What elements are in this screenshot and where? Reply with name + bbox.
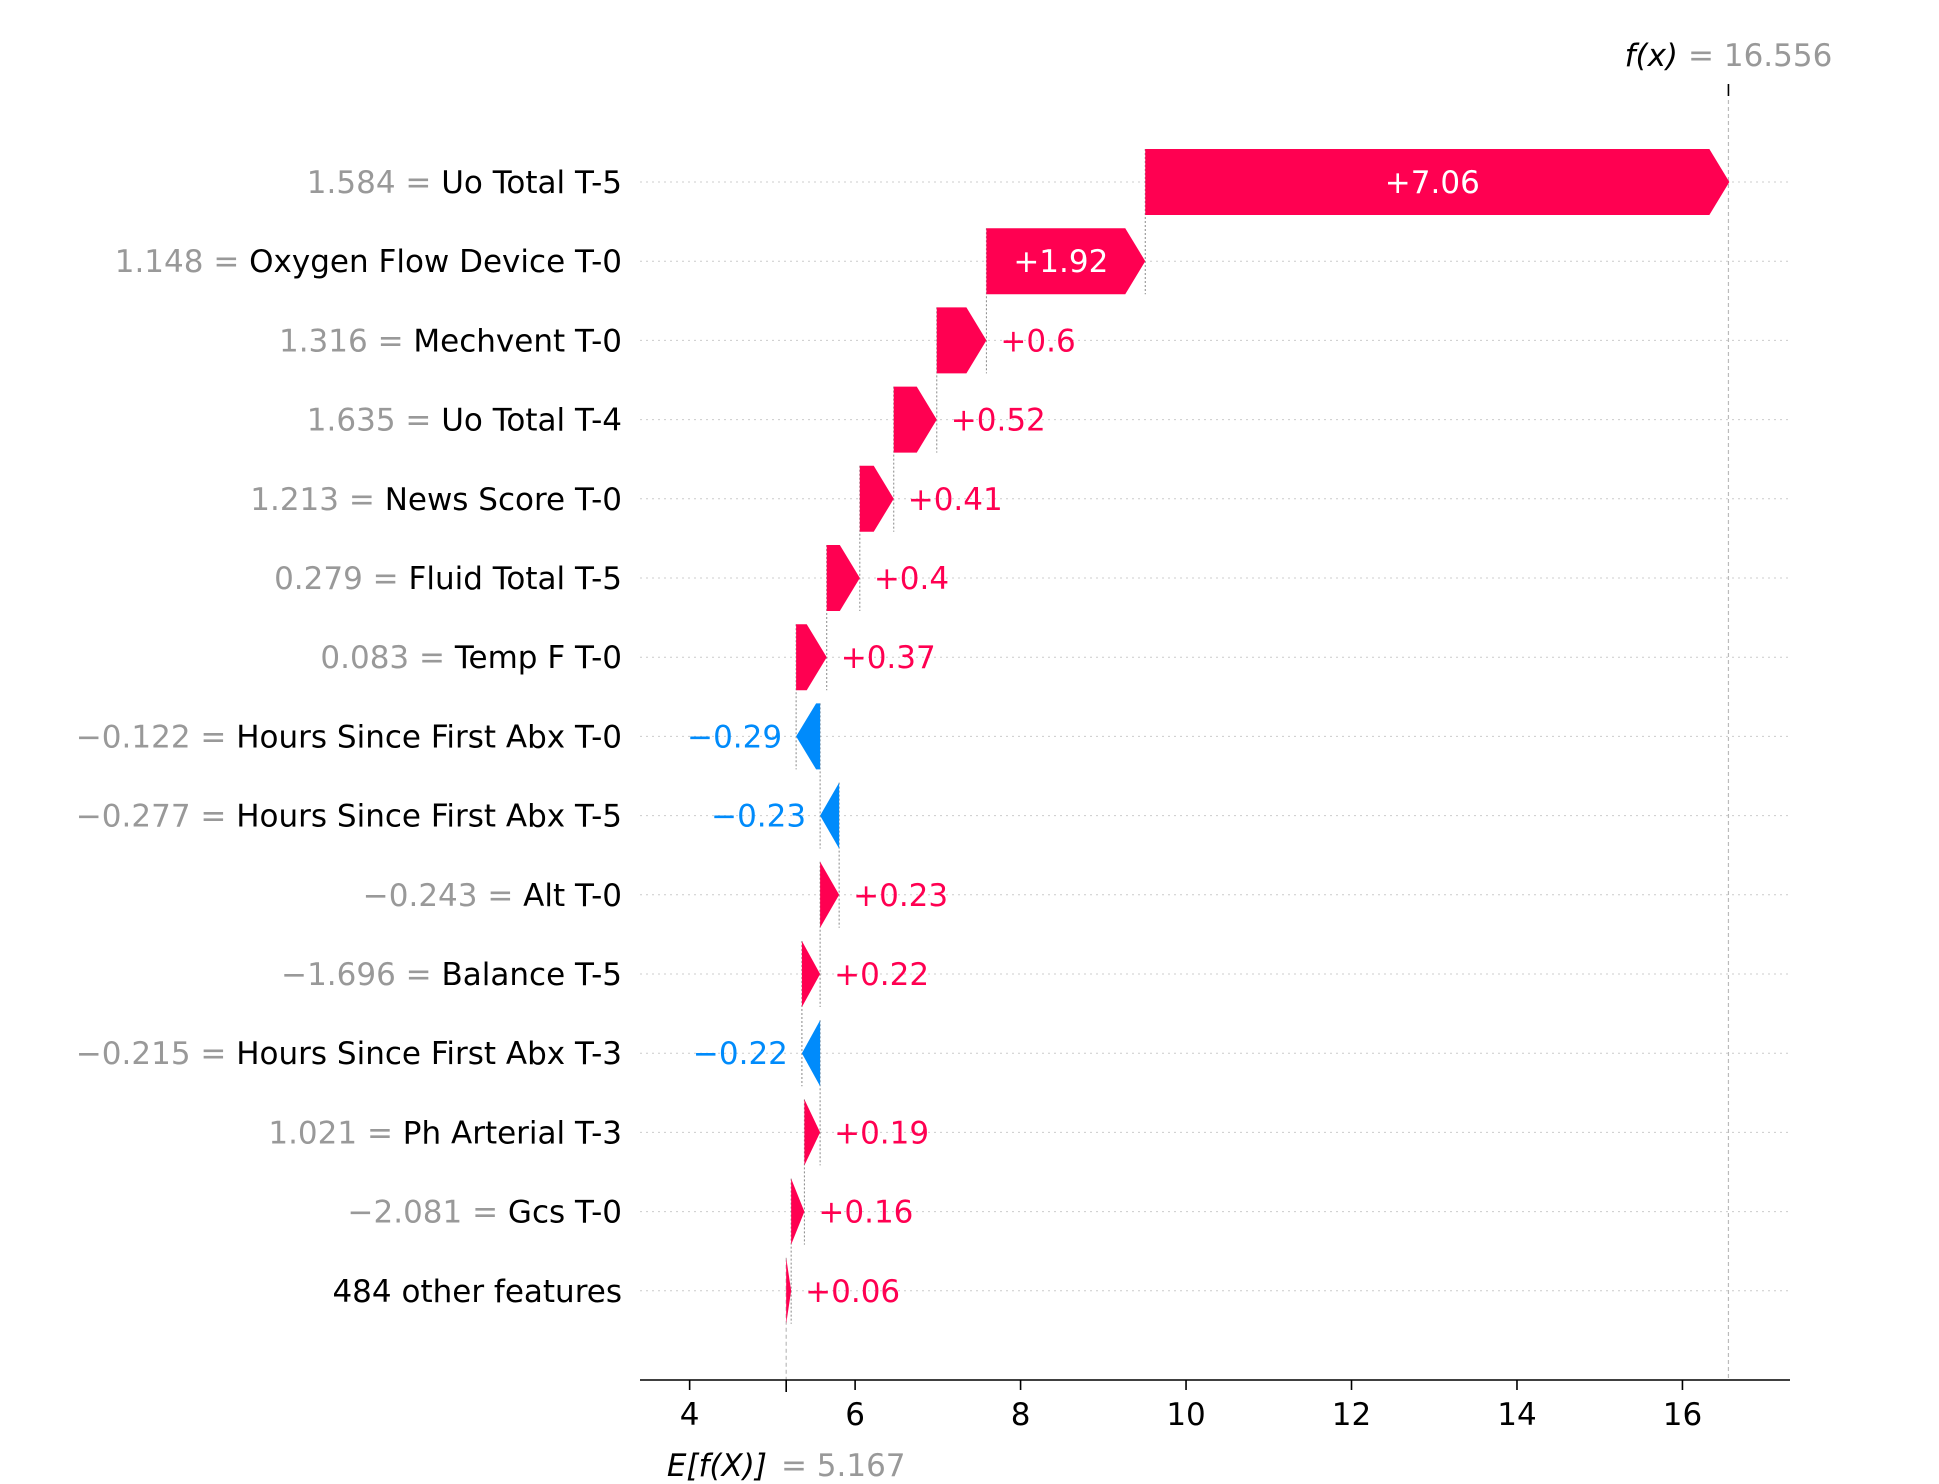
feature-value: 1.584 = [307,165,441,201]
contribution-bar [936,307,987,374]
contribution-label: +1.92 [1013,244,1108,280]
feature-label: −2.081 = Gcs T-0 [348,1195,622,1231]
feature-value: 1.148 = [115,244,249,280]
feature-value: −0.215 = [76,1036,236,1072]
contribution-label: +7.06 [1385,165,1480,201]
output-value-label: f(x) = 16.556 [1625,38,1833,74]
contribution-bar [796,703,821,770]
contribution-label: +0.19 [834,1115,929,1151]
x-tick-label: 8 [1011,1397,1031,1433]
feature-label: 1.316 = Mechvent T-0 [279,323,622,359]
contribution-label: +0.16 [818,1195,913,1231]
x-tick-label: 4 [680,1397,700,1433]
x-tick-label: 12 [1332,1397,1371,1433]
feature-name: Temp F T-0 [454,640,622,676]
feature-label: 0.279 = Fluid Total T-5 [274,561,622,597]
contribution-bar [986,228,1146,295]
contribution-label: +0.4 [874,561,949,597]
feature-value: 0.083 = [320,640,454,676]
contribution-label: +0.37 [841,640,936,676]
contribution-bars [786,149,1730,1324]
feature-name: Hours Since First Abx T-5 [236,799,622,835]
base-value-annotation: E[f(X)] = 5.167 [667,1380,906,1484]
feature-label: −0.122 = Hours Since First Abx T-0 [76,719,622,755]
feature-label: 1.584 = Uo Total T-5 [307,165,622,201]
feature-label: −1.696 = Balance T-5 [281,957,622,993]
contribution-bar [859,465,894,532]
feature-name: Mechvent T-0 [413,323,622,359]
contribution-label: +0.06 [805,1274,900,1310]
contribution-label: +0.23 [853,878,948,914]
contribution-label: +0.22 [834,957,929,993]
feature-name: Ph Arterial T-3 [403,1115,622,1151]
feature-name: Alt T-0 [523,878,622,914]
x-axis: 4 6 8 10 12 14 16 [640,1379,1790,1433]
contribution-bar [786,1257,792,1324]
feature-value: −0.122 = [76,719,236,755]
base-value-label: E[f(X)] = 5.167 [667,1448,906,1484]
feature-labels: 1.584 = Uo Total T-5 1.148 = Oxygen Flow … [76,165,622,1310]
feature-label: −0.215 = Hours Since First Abx T-3 [76,1036,622,1072]
contribution-labels: +7.06 +1.92 +0.6 +0.52 +0.41 +0.4 +0.37 −0.29 −0… [687,165,1480,1310]
base-value-number: = 5.167 [781,1448,906,1484]
output-value-symbol: f(x) [1625,38,1678,74]
feature-name: Hours Since First Abx T-0 [236,719,622,755]
contribution-bar [820,782,840,849]
x-tick-label: 16 [1663,1397,1702,1433]
feature-name: News Score T-0 [385,482,622,518]
feature-label: 0.083 = Temp F T-0 [320,640,622,676]
contribution-label: +0.6 [1000,323,1075,359]
feature-name: Uo Total T-5 [441,165,622,201]
output-value-annotation: f(x) = 16.556 [1625,38,1833,96]
contribution-bar [801,941,821,1007]
feature-name: Fluid Total T-5 [409,561,623,597]
contribution-bar [796,624,827,691]
feature-name: Uo Total T-4 [441,403,622,439]
feature-label: 1.021 = Ph Arterial T-3 [268,1115,622,1151]
feature-label: −0.243 = Alt T-0 [363,878,622,914]
feature-value: 1.213 = [250,482,384,518]
contribution-label: −0.22 [693,1036,788,1072]
feature-value: −0.277 = [76,799,236,835]
feature-label: −0.277 = Hours Since First Abx T-5 [76,799,622,835]
contribution-label: +0.52 [951,403,1046,439]
contribution-bar [791,1178,805,1245]
feature-value: 1.021 = [268,1115,402,1151]
connector-lines [785,100,1730,1380]
feature-label: 1.213 = News Score T-0 [250,482,622,518]
output-value-number: = 16.556 [1688,38,1832,74]
contribution-bar [801,1020,821,1087]
feature-value: −1.696 = [281,957,441,993]
contribution-label: −0.23 [711,799,806,835]
contribution-bar [820,861,840,928]
feature-name: 484 other features [332,1274,622,1310]
feature-name: Hours Since First Abx T-3 [236,1036,622,1072]
contribution-bar [893,386,937,453]
feature-label: 1.635 = Uo Total T-4 [307,403,622,439]
feature-name: Balance T-5 [442,957,623,993]
contribution-label: −0.29 [687,719,782,755]
contribution-bar [826,545,860,611]
feature-name: Gcs T-0 [508,1195,622,1231]
contribution-bar [804,1099,821,1166]
base-value-symbol: E[f(X)] [667,1448,767,1484]
feature-value: −0.243 = [363,878,523,914]
feature-label: 1.148 = Oxygen Flow Device T-0 [115,244,622,280]
feature-label: 484 other features [332,1274,622,1310]
feature-value: 1.316 = [279,323,413,359]
feature-value: −2.081 = [348,1195,508,1231]
x-tick-label: 14 [1497,1397,1536,1433]
x-tick-label: 6 [845,1397,865,1433]
feature-value: 1.635 = [307,403,441,439]
x-tick-label: 10 [1166,1397,1205,1433]
feature-name: Oxygen Flow Device T-0 [249,244,622,280]
feature-value: 0.279 = [274,561,408,597]
contribution-label: +0.41 [908,482,1003,518]
contribution-bar [1145,149,1730,215]
